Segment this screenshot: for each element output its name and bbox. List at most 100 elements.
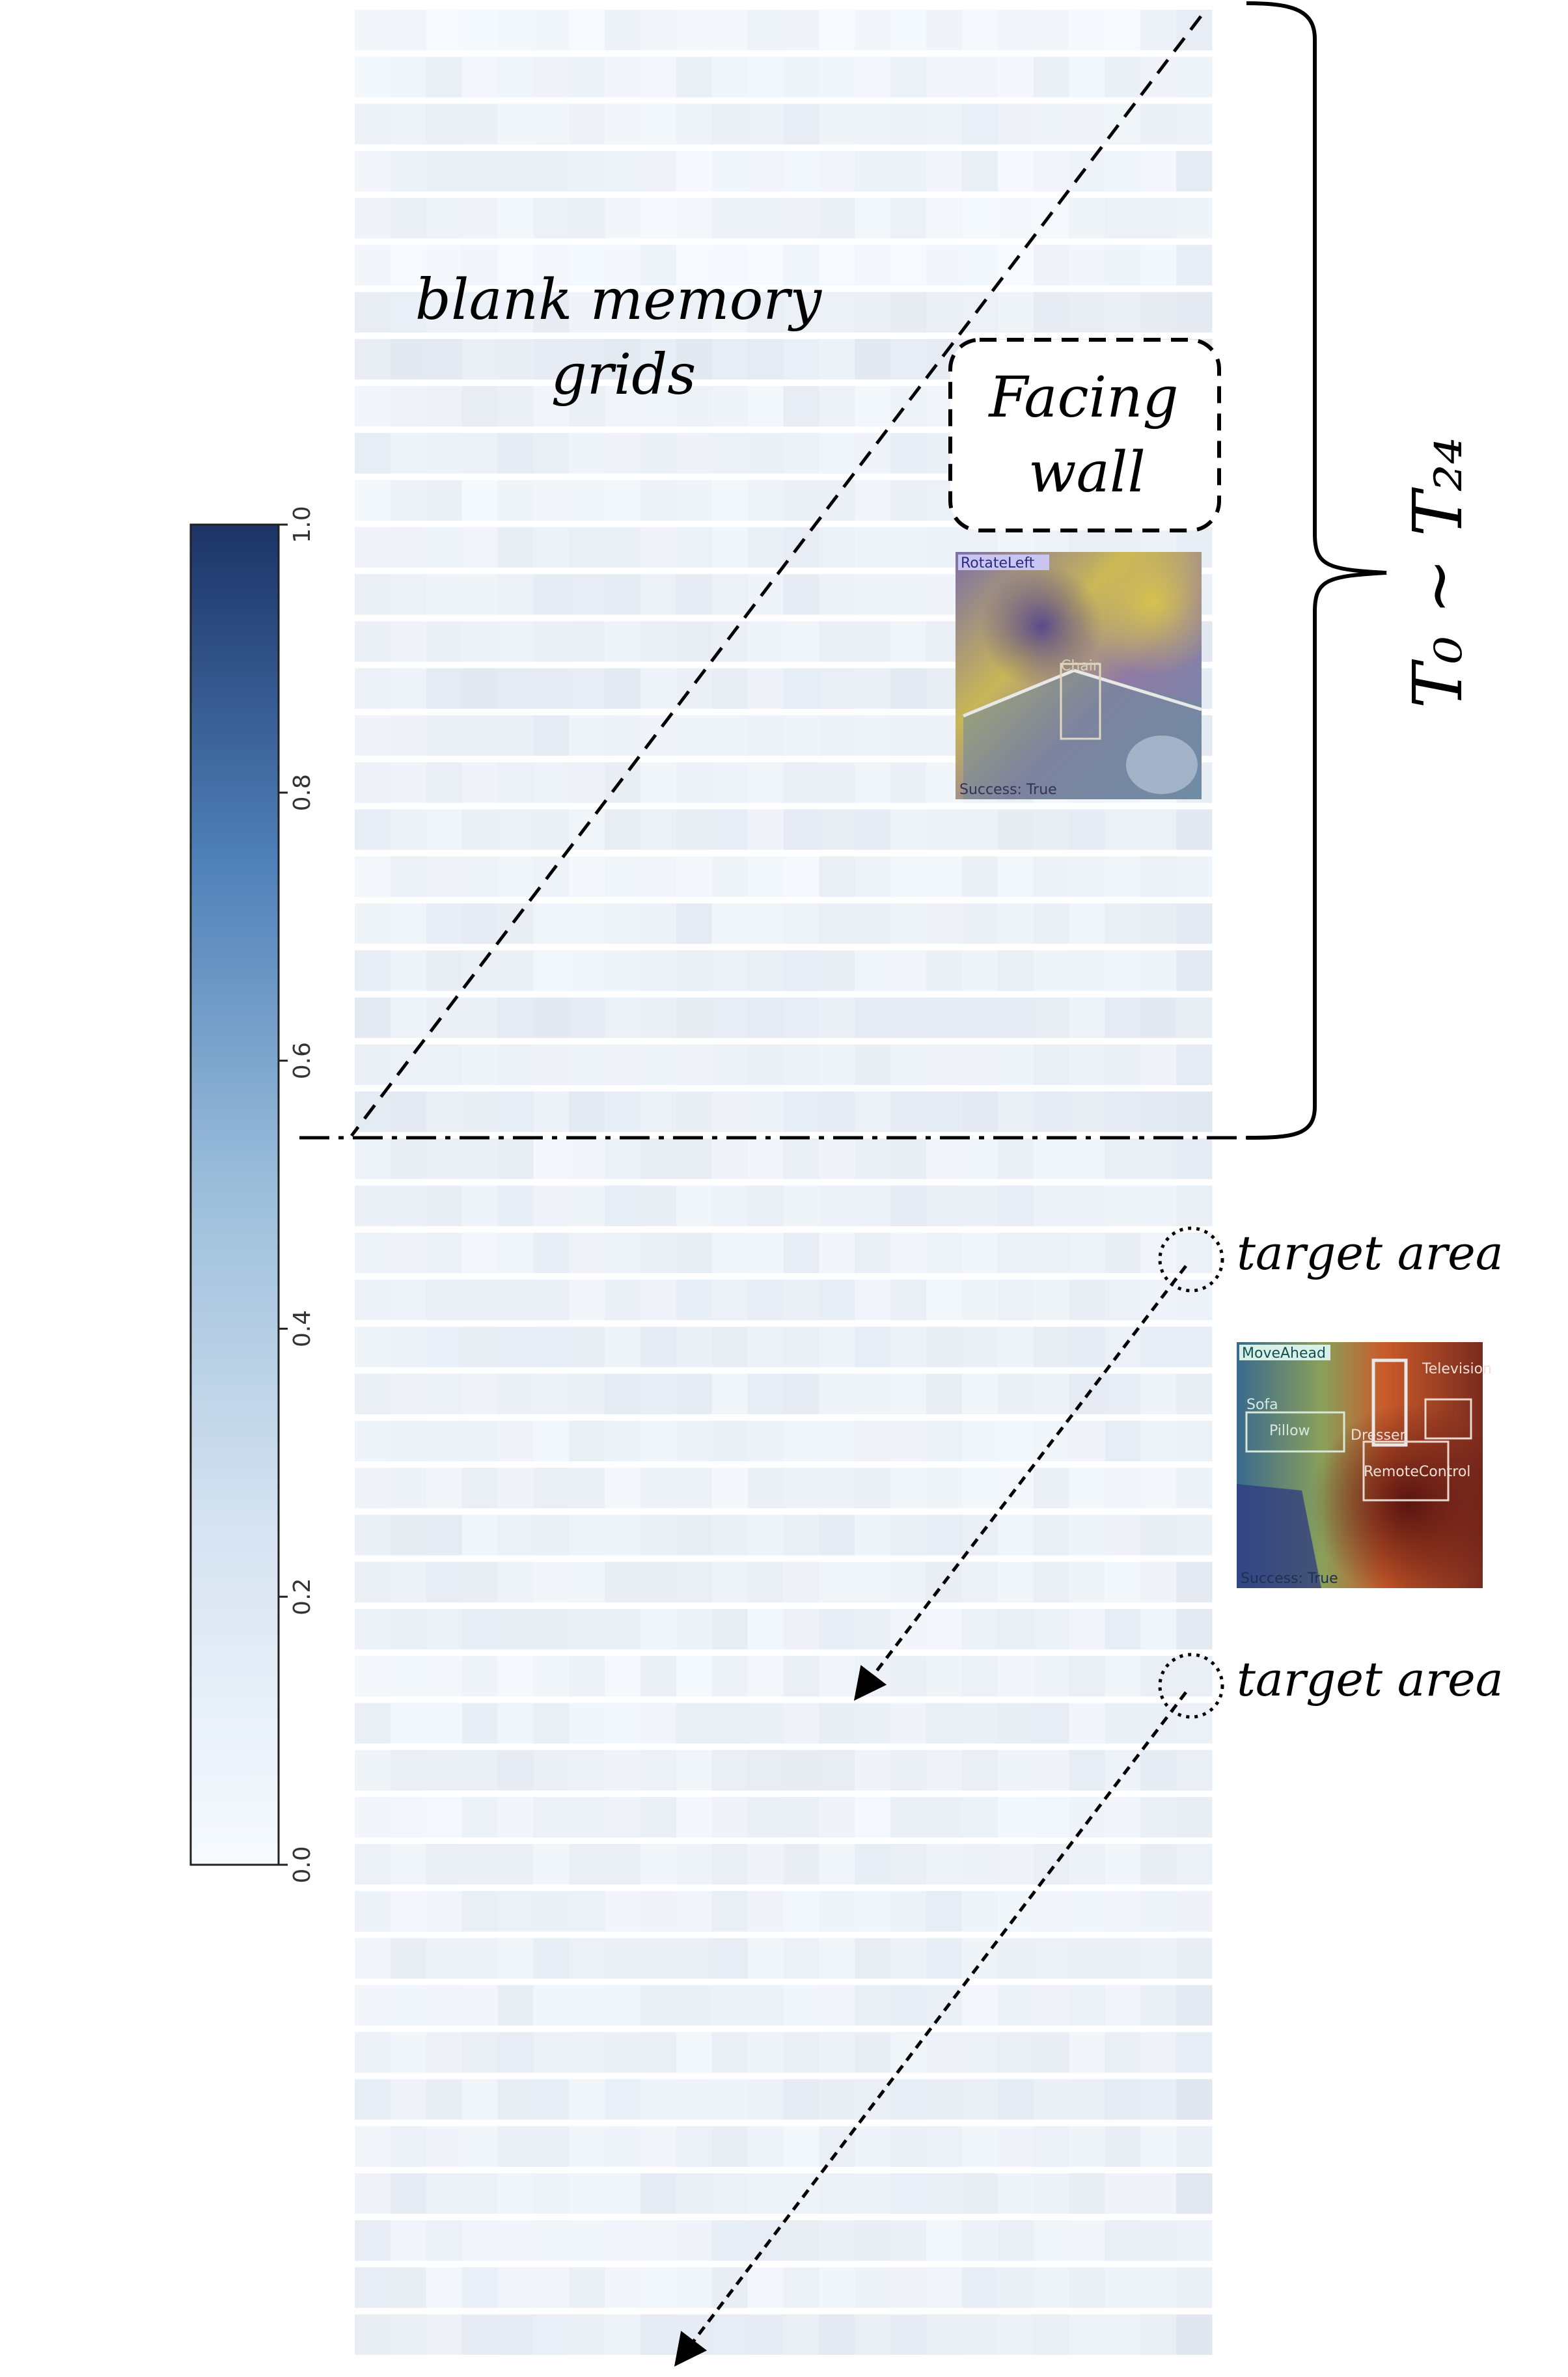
memory-cell	[569, 245, 605, 286]
memory-cell	[426, 386, 463, 427]
memory-cell	[355, 245, 391, 286]
memory-cell	[605, 1938, 641, 1979]
memory-cell	[390, 103, 427, 144]
memory-cell	[711, 2032, 749, 2073]
memory-cell	[390, 1985, 427, 2026]
memory-cell	[997, 2267, 1034, 2308]
memory-cell	[355, 2314, 391, 2355]
memory-cell	[711, 150, 749, 192]
memory-cell	[819, 1420, 855, 1462]
memory-cell	[890, 150, 927, 192]
memory-cell	[605, 1373, 641, 1414]
memory-cell	[855, 527, 891, 568]
memory-cell	[997, 10, 1034, 51]
memory-cell	[426, 1561, 463, 1602]
memory-cell	[747, 2079, 784, 2120]
memory-cell	[1069, 10, 1105, 51]
memory-cell	[533, 527, 570, 568]
memory-cell	[533, 2126, 570, 2167]
memory-cell	[1033, 856, 1069, 897]
memory-cell	[533, 2267, 570, 2308]
memory-cell	[783, 150, 819, 192]
chair-label: Chair	[1061, 658, 1099, 674]
memory-cell	[890, 1844, 927, 1885]
memory-cell	[497, 2173, 534, 2214]
memory-cell	[1069, 1608, 1105, 1650]
memory-cell	[497, 1326, 534, 1367]
memory-cell	[497, 574, 534, 615]
bottom-action-label: MoveAhead	[1242, 1345, 1326, 1362]
memory-cell	[783, 2079, 819, 2120]
memory-cell	[676, 2314, 713, 2355]
memory-cell	[961, 1703, 998, 1744]
memory-cell	[640, 1420, 677, 1462]
memory-cell	[1176, 1608, 1213, 1650]
memory-cell	[390, 1092, 427, 1133]
memory-cell	[497, 103, 534, 144]
memory-cell	[783, 1608, 819, 1650]
memory-cell	[355, 1044, 391, 1085]
memory-cell	[676, 57, 713, 98]
memory-cell	[461, 1185, 498, 1226]
memory-cell	[747, 433, 784, 474]
memory-cell	[747, 1044, 784, 1085]
memory-cell	[1176, 1468, 1213, 1509]
memory-cell	[1176, 150, 1213, 192]
memory-cell	[426, 2126, 463, 2167]
memory-cell	[533, 1280, 570, 1321]
memory-cell	[426, 1326, 463, 1367]
memory-cell	[747, 1420, 784, 1462]
memory-cell	[605, 292, 641, 333]
memory-cell	[533, 762, 570, 803]
memory-cell	[569, 1703, 605, 1744]
memory-cell	[640, 574, 677, 615]
memory-cell	[497, 1891, 534, 1932]
memory-cell	[711, 903, 749, 944]
memory-cell	[961, 1373, 998, 1414]
memory-cell	[855, 1092, 891, 1133]
memory-cell	[1140, 1092, 1177, 1133]
memory-cell	[819, 2079, 855, 2120]
colorbar-tick-label: 0.2	[289, 1578, 316, 1615]
memory-cell	[461, 1138, 498, 1179]
memory-cell	[855, 292, 891, 333]
memory-cell	[426, 950, 463, 991]
memory-cell	[426, 2173, 463, 2214]
memory-cell	[747, 1796, 784, 1838]
memory-cell	[640, 2126, 677, 2167]
memory-cell	[497, 809, 534, 850]
memory-cell	[890, 1750, 927, 1791]
memory-cell	[461, 1891, 498, 1932]
memory-cell	[390, 245, 427, 286]
memory-cell	[569, 103, 605, 144]
memory-cell	[855, 1280, 891, 1321]
memory-cell	[890, 668, 927, 709]
memory-cell	[961, 1092, 998, 1133]
memory-cell	[1176, 1891, 1213, 1932]
memory-cell	[1033, 57, 1069, 98]
memory-cell	[640, 621, 677, 662]
memory-cell	[783, 433, 819, 474]
memory-cell	[1033, 809, 1069, 850]
memory-cell	[747, 292, 784, 333]
memory-cell	[890, 809, 927, 850]
memory-cell	[569, 2220, 605, 2261]
memory-cell	[533, 1468, 570, 1509]
memory-cell	[819, 1326, 855, 1367]
memory-cell	[390, 2314, 427, 2355]
memory-cell	[533, 150, 570, 192]
memory-cell	[1069, 997, 1105, 1038]
memory-cell	[747, 997, 784, 1038]
memory-cell	[1105, 57, 1141, 98]
memory-cell	[890, 2126, 927, 2167]
memory-cell	[819, 292, 855, 333]
memory-cell	[605, 1796, 641, 1838]
memory-cell	[1140, 2220, 1177, 2261]
memory-cell	[676, 1796, 713, 1838]
memory-cell	[426, 1844, 463, 1885]
memory-cell	[569, 1561, 605, 1602]
memory-cell	[426, 2267, 463, 2308]
memory-cell	[819, 1138, 855, 1179]
memory-cell	[1140, 2126, 1177, 2167]
memory-cell	[1140, 1891, 1177, 1932]
